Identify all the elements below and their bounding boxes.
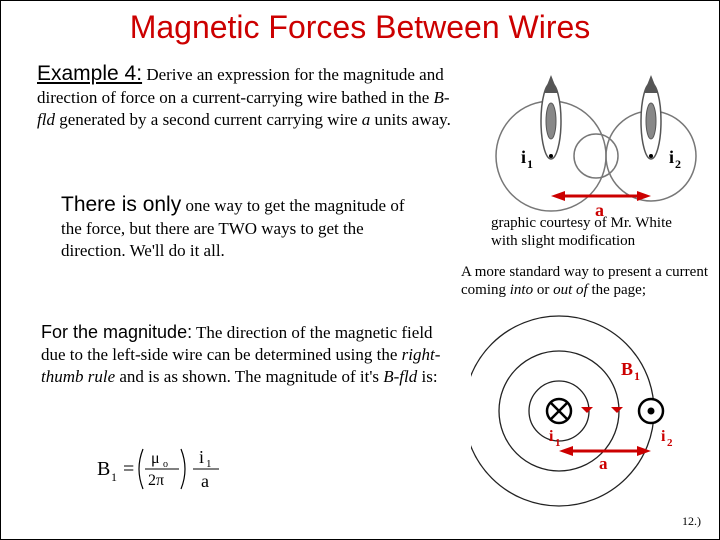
svg-text:a: a (599, 454, 608, 473)
credit-line2: with slight modification (491, 233, 635, 249)
top-wire-figure: i 1 i 2 a (481, 61, 711, 226)
svg-text:i: i (521, 147, 526, 167)
magnitude-paragraph: For the magnitude: The direction of the … (41, 321, 451, 389)
svg-text:1: 1 (527, 157, 533, 171)
svg-text:=: = (123, 458, 134, 480)
svg-text:1: 1 (634, 369, 640, 383)
svg-text:B: B (621, 359, 633, 379)
bottom-wire-figure: B 1 i 1 i 2 a (471, 301, 720, 516)
page-title: Magnetic Forces Between Wires (1, 9, 719, 46)
svg-text:1: 1 (555, 437, 561, 449)
svg-text:2: 2 (667, 437, 673, 449)
svg-text:2: 2 (675, 157, 681, 171)
svg-text:i: i (549, 428, 554, 445)
page-number: 12.) (682, 514, 701, 529)
svg-text:a: a (201, 471, 209, 491)
svg-text:i: i (661, 428, 666, 445)
svg-text:1: 1 (111, 470, 117, 484)
svg-text:a: a (595, 200, 604, 220)
formula-b1: B 1 = μ o 2π i 1 a (93, 441, 253, 502)
magnitude-lead: For the magnitude: (41, 322, 192, 342)
example-paragraph: Example 4: Derive an expression for the … (37, 61, 467, 130)
svg-text:2π: 2π (148, 472, 164, 489)
svg-text:o: o (163, 459, 168, 470)
answer-paragraph: There is only one way to get the magnitu… (61, 191, 411, 262)
standard-note: A more standard way to present a current… (461, 263, 711, 299)
svg-text:1: 1 (206, 458, 212, 470)
svg-text:i: i (199, 447, 204, 467)
svg-text:μ: μ (151, 450, 160, 467)
svg-text:i: i (669, 147, 674, 167)
answer-lead: There is only (61, 193, 181, 216)
svg-text:B: B (97, 458, 110, 480)
example-lead: Example 4: (37, 62, 142, 85)
